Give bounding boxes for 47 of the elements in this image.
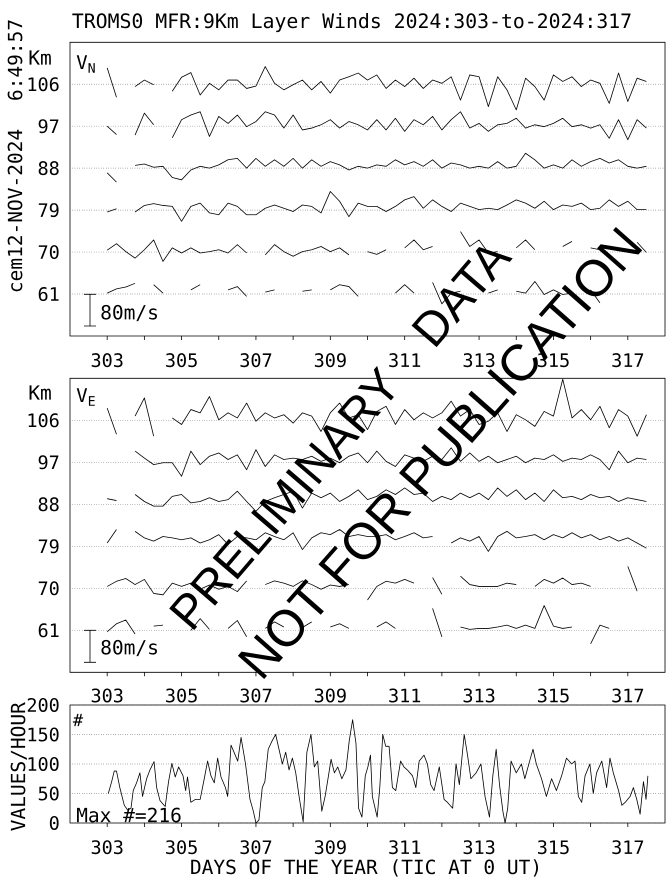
y-tick-label: 0 <box>50 816 59 830</box>
x-tick-label: 311 <box>389 840 420 854</box>
annotation: V$_{E}$ <box>76 388 95 406</box>
x-tick-label: 313 <box>464 688 494 702</box>
y-tick-label: 50 <box>38 786 59 800</box>
chart-title: TROMS0 MFR:9Km Layer Winds 2024:303-to-2024:317 <box>72 12 631 32</box>
x-tick-label: 313 <box>464 840 494 854</box>
y-tick-label: 88 <box>38 497 59 512</box>
x-axis-title: DAYS OF THE YEAR (TIC AT 0 UT) <box>191 859 538 877</box>
y-tick-label: 61 <box>38 287 59 302</box>
y-tick-label: 70 <box>38 245 59 260</box>
x-tick-label: 303 <box>92 688 123 702</box>
annotation: Max #=216 <box>77 808 181 822</box>
y-tick-label: 100 <box>28 756 59 771</box>
x-tick-label: 307 <box>240 688 272 702</box>
x-tick-label: 311 <box>389 688 420 702</box>
x-tick-label: 315 <box>538 840 569 854</box>
x-tick-label: 309 <box>314 840 346 854</box>
x-tick-label: 309 <box>314 688 346 702</box>
y-tick-label: 61 <box>38 623 59 638</box>
y-tick-label: 88 <box>38 161 59 176</box>
y-tick-label: 79 <box>38 203 59 218</box>
y-axis-title: Km <box>30 385 51 400</box>
y-tick-label: 70 <box>38 581 59 596</box>
annotation: V$_{N}$ <box>76 55 95 73</box>
y-tick-label: 200 <box>28 698 59 712</box>
text: 6:49:57 <box>8 20 22 100</box>
y-tick-label: 97 <box>38 455 58 470</box>
x-tick-label: 317 <box>612 688 644 702</box>
annotation: # <box>72 714 84 726</box>
x-tick-label: 303 <box>92 353 123 368</box>
annotation: 80m/s <box>101 640 157 656</box>
x-tick-label: 307 <box>240 840 272 854</box>
y-axis-title: VALUES/HOUR <box>10 702 27 831</box>
x-tick-label: 303 <box>92 840 123 854</box>
x-tick-label: 305 <box>166 688 197 702</box>
x-tick-label: 305 <box>166 840 197 854</box>
y-axis-title: Km <box>30 50 51 65</box>
x-tick-label: 317 <box>612 840 644 854</box>
y-tick-label: 97 <box>38 119 58 134</box>
y-tick-label: 79 <box>38 539 59 554</box>
annotation: 80m/s <box>101 304 157 322</box>
y-tick-label: 150 <box>28 727 59 742</box>
x-tick-label: 315 <box>538 688 569 702</box>
y-tick-label: 106 <box>28 413 59 428</box>
y-tick-label: 106 <box>28 77 59 92</box>
text: cem12-NOV-2024 <box>8 130 22 292</box>
